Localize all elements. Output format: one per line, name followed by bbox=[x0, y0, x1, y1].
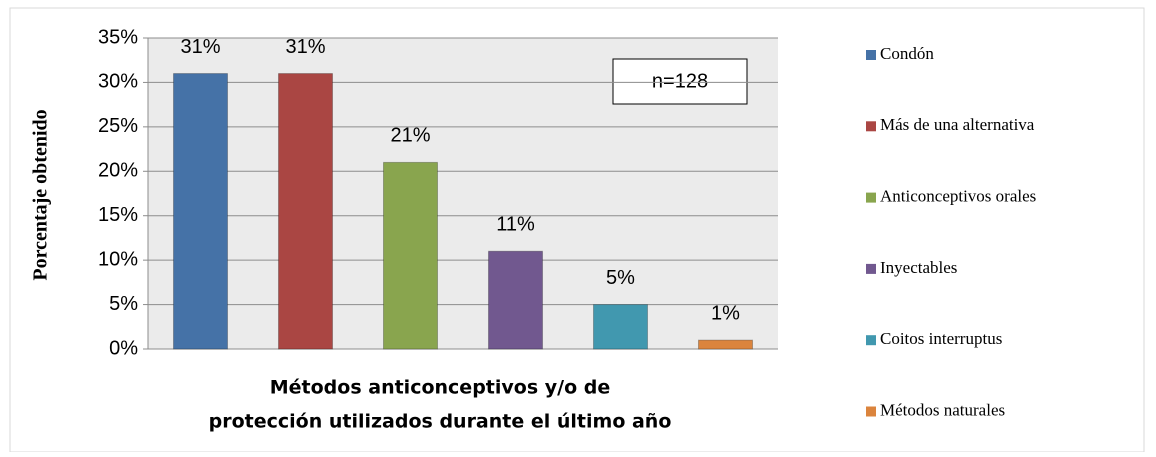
x-axis-label: protección utilizados durante el último … bbox=[209, 411, 672, 433]
value-label: 1% bbox=[711, 302, 740, 324]
value-label: 31% bbox=[285, 36, 325, 58]
bar bbox=[593, 304, 648, 350]
y-axis-label: Porcentaje obtenido bbox=[30, 109, 52, 280]
legend-swatch bbox=[866, 121, 876, 132]
y-tick-label: 25% bbox=[98, 115, 138, 137]
legend-swatch bbox=[866, 335, 876, 346]
legend-swatch bbox=[866, 50, 876, 60]
x-axis-label: Métodos anticonceptivos y/o de bbox=[270, 377, 610, 399]
y-tick-label: 35% bbox=[98, 26, 138, 48]
y-tick-label: 5% bbox=[109, 293, 138, 315]
legend-swatch bbox=[866, 406, 876, 417]
y-tick-label: 10% bbox=[98, 248, 138, 270]
bar bbox=[698, 339, 753, 350]
value-label: 5% bbox=[606, 267, 635, 289]
annotation-box bbox=[612, 58, 748, 105]
legend-label: Anticonceptivos orales bbox=[880, 187, 1036, 206]
legend-swatch bbox=[866, 263, 876, 274]
value-label: 21% bbox=[390, 125, 430, 147]
legend-label: Condón bbox=[880, 44, 934, 63]
legend-swatch bbox=[866, 192, 876, 203]
y-tick-label: 30% bbox=[98, 71, 138, 93]
value-label: 11% bbox=[496, 214, 535, 236]
bar bbox=[488, 250, 543, 350]
bar bbox=[383, 161, 438, 350]
bar bbox=[173, 73, 228, 350]
y-tick-label: 0% bbox=[109, 337, 138, 359]
legend-label: Métodos naturales bbox=[880, 400, 1005, 419]
y-tick-label: 20% bbox=[98, 160, 138, 182]
legend-label: Inyectables bbox=[880, 258, 957, 277]
y-tick-label: 15% bbox=[98, 204, 138, 226]
annotation: n=128 bbox=[652, 70, 708, 92]
value-label: 31% bbox=[180, 36, 220, 58]
legend-label: Coitos interruptus bbox=[880, 329, 1002, 348]
bar bbox=[278, 73, 333, 350]
legend-label: Más de una alternativa bbox=[880, 115, 1035, 134]
